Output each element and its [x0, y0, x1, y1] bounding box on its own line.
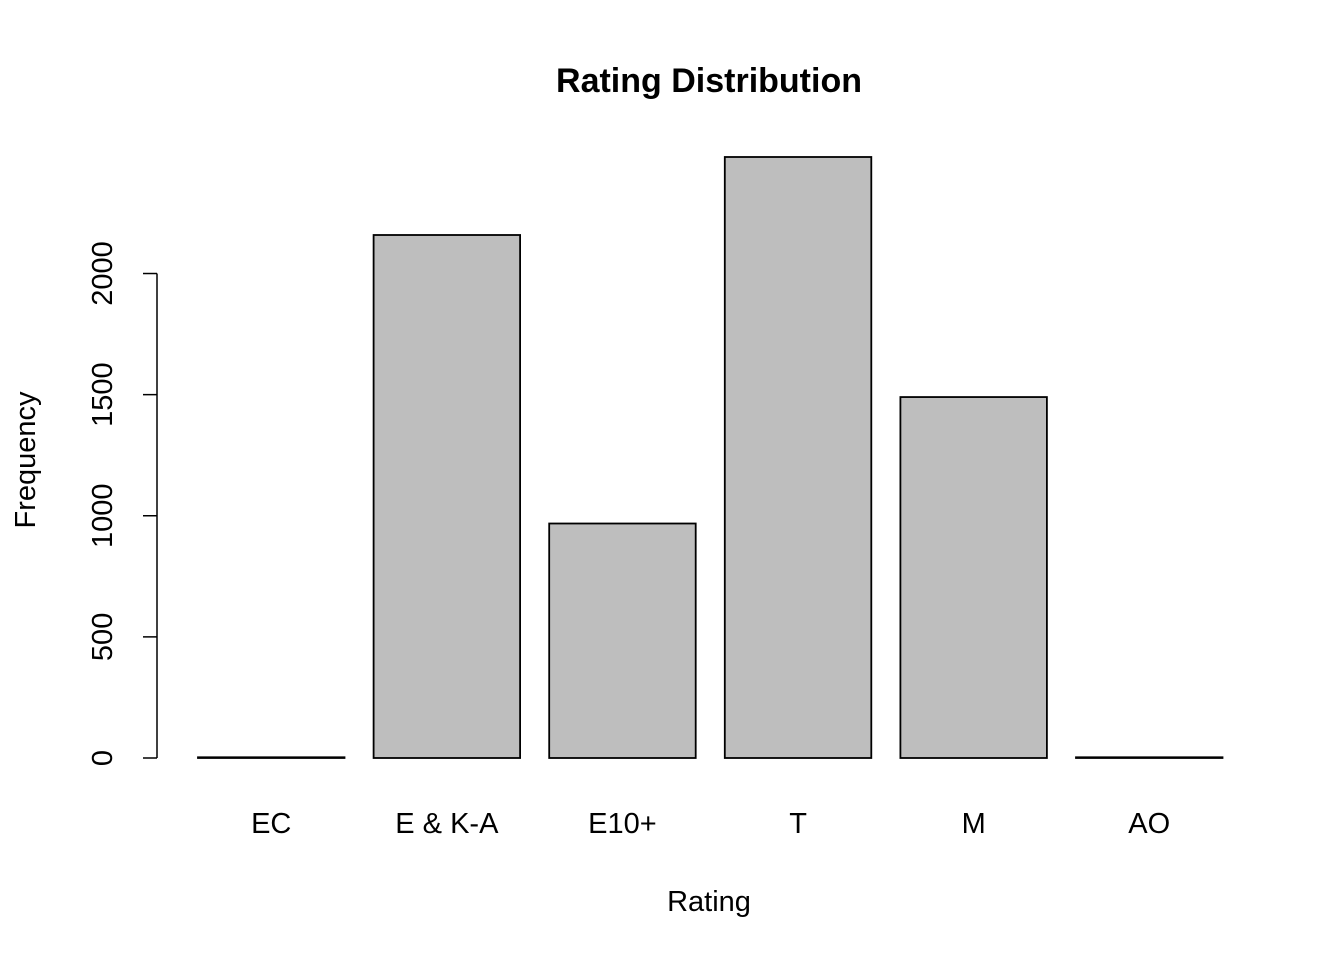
bar-ao [1075, 756, 1224, 759]
bar-ec [197, 756, 346, 759]
x-tick-label: EC [251, 808, 291, 840]
x-tick-label: E10+ [588, 808, 657, 840]
x-tick-labels: EC E & K-A E10+ T M AO [251, 808, 1170, 840]
x-tick-label: E & K-A [395, 808, 499, 840]
y-tick-label: 1500 [87, 362, 119, 427]
bar-t [723, 156, 873, 759]
bar-e-k-a [372, 234, 522, 759]
y-tick-label: 1000 [87, 484, 119, 549]
x-tick-label: M [962, 808, 986, 840]
y-axis-label: Frequency [10, 391, 42, 529]
chart-title: Rating Distribution [556, 62, 862, 100]
y-tick-label: 500 [87, 613, 119, 661]
y-axis: 0 500 1000 1500 2000 [87, 241, 158, 766]
bars [197, 156, 1224, 759]
x-axis-label: Rating [667, 886, 751, 918]
x-tick-label: AO [1128, 808, 1170, 840]
x-tick-label: T [789, 808, 807, 840]
bar-m [899, 396, 1048, 759]
bar-e10 [548, 522, 697, 759]
y-tick-label: 0 [87, 750, 119, 766]
y-tick-label: 2000 [87, 241, 119, 306]
